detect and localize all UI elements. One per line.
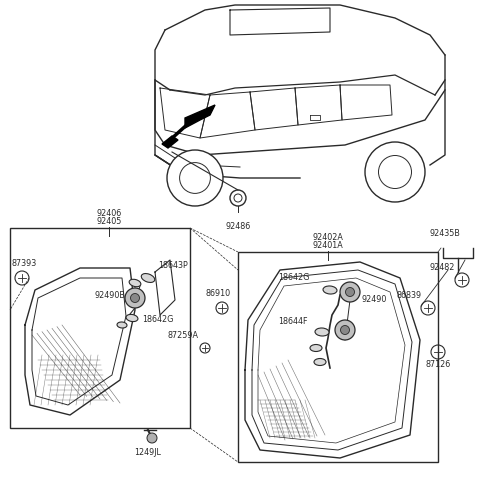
Text: 87393: 87393: [12, 259, 37, 268]
Text: 87126: 87126: [425, 360, 451, 369]
Circle shape: [335, 320, 355, 340]
Ellipse shape: [126, 315, 138, 322]
Ellipse shape: [310, 345, 322, 351]
Text: 86910: 86910: [205, 289, 230, 298]
Text: 86839: 86839: [397, 291, 422, 300]
Circle shape: [346, 287, 355, 296]
Ellipse shape: [141, 273, 155, 282]
Text: 1249JL: 1249JL: [134, 448, 161, 457]
Ellipse shape: [129, 279, 141, 287]
Ellipse shape: [314, 358, 326, 366]
Circle shape: [340, 326, 349, 335]
Text: 18644F: 18644F: [278, 317, 308, 326]
Text: 92435B: 92435B: [430, 229, 460, 238]
Ellipse shape: [315, 328, 329, 336]
Circle shape: [147, 433, 157, 443]
Circle shape: [167, 150, 223, 206]
Text: 18642G: 18642G: [278, 273, 310, 282]
Circle shape: [340, 282, 360, 302]
Polygon shape: [162, 136, 178, 148]
Text: 18643P: 18643P: [158, 261, 188, 270]
Text: 92405: 92405: [96, 217, 122, 226]
Text: 18642G: 18642G: [142, 315, 173, 325]
Ellipse shape: [117, 322, 127, 328]
Text: 92490B: 92490B: [94, 291, 125, 300]
Text: 92486: 92486: [226, 222, 251, 231]
Circle shape: [131, 293, 140, 303]
Circle shape: [125, 288, 145, 308]
Text: 92406: 92406: [96, 209, 121, 218]
Text: 92401A: 92401A: [312, 241, 343, 250]
Text: 92482: 92482: [430, 263, 455, 272]
Circle shape: [365, 142, 425, 202]
Text: 87259A: 87259A: [167, 331, 198, 340]
Text: 92402A: 92402A: [312, 233, 343, 242]
Polygon shape: [185, 105, 215, 128]
Text: 92490: 92490: [362, 295, 387, 304]
Ellipse shape: [323, 286, 337, 294]
